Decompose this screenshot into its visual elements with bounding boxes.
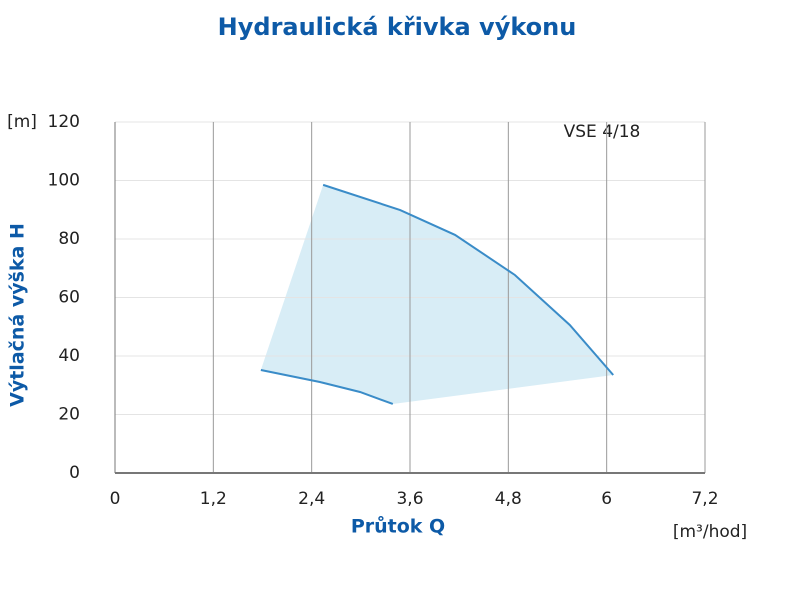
chart-title: Hydraulická křivka výkonu (218, 13, 577, 41)
y-tick-label: 20 (58, 405, 80, 425)
operating-area (260, 184, 614, 404)
curve (260, 369, 394, 405)
x-axis-unit: [m³/hod] (673, 522, 747, 542)
x-tick-label: 0 (110, 489, 121, 509)
x-tick-label: 3,6 (396, 489, 423, 509)
annotation: VSE 4/18 (564, 122, 641, 142)
x-axis-title: Průtok Q (351, 515, 445, 538)
y-axis-title: Výtlačná výška H (7, 223, 29, 407)
y-tick-label: 0 (69, 463, 80, 483)
y-tick-label: 100 (48, 171, 80, 191)
y-axis-unit: [m] (7, 112, 37, 132)
curve (322, 183, 614, 376)
y-tick-label: 80 (58, 229, 80, 249)
x-tick-label: 7,2 (691, 489, 718, 509)
y-tick-label: 60 (58, 288, 80, 308)
y-tick-label: 120 (48, 112, 80, 132)
x-tick-label: 6 (601, 489, 612, 509)
x-tick-label: 1,2 (200, 489, 227, 509)
x-tick-label: 4,8 (495, 489, 522, 509)
y-tick-label: 40 (58, 346, 80, 366)
x-tick-label: 2,4 (298, 489, 325, 509)
